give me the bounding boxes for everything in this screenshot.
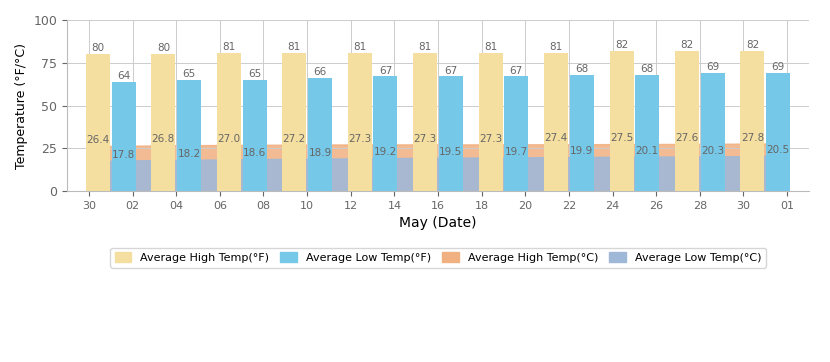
Text: 81: 81 <box>222 42 236 52</box>
Text: 27.2: 27.2 <box>283 134 306 144</box>
Bar <box>701 73 725 191</box>
Text: 65: 65 <box>248 69 261 79</box>
Bar <box>635 75 659 191</box>
Y-axis label: Temperature (°F/°C): Temperature (°F/°C) <box>15 43 28 169</box>
Text: 27.3: 27.3 <box>479 134 502 143</box>
Text: 27.4: 27.4 <box>544 133 568 143</box>
Text: 27.8: 27.8 <box>740 133 764 143</box>
Text: 19.9: 19.9 <box>570 146 593 156</box>
Text: 64: 64 <box>117 71 130 81</box>
Bar <box>544 52 568 191</box>
Text: 67: 67 <box>510 66 523 76</box>
Bar <box>609 51 633 191</box>
Bar <box>766 73 790 191</box>
Text: 26.4: 26.4 <box>86 135 110 145</box>
Text: 81: 81 <box>288 42 301 52</box>
Text: 20.5: 20.5 <box>767 145 789 155</box>
Text: 19.5: 19.5 <box>439 147 462 157</box>
Bar <box>505 76 529 191</box>
Legend: Average High Temp(°F), Average Low Temp(°F), Average High Temp(°C), Average Low : Average High Temp(°F), Average Low Temp(… <box>110 248 766 268</box>
Text: 81: 81 <box>484 42 497 52</box>
Text: 19.2: 19.2 <box>374 147 397 157</box>
Text: 27.6: 27.6 <box>676 133 699 143</box>
Text: 80: 80 <box>157 43 170 53</box>
Text: 82: 82 <box>681 40 694 50</box>
Text: 67: 67 <box>444 66 457 76</box>
Bar <box>86 54 110 191</box>
Bar <box>413 52 437 191</box>
Bar <box>177 80 201 191</box>
Text: 69: 69 <box>706 62 720 72</box>
Text: 27.3: 27.3 <box>348 134 371 143</box>
Text: 81: 81 <box>549 42 563 52</box>
Text: 27.5: 27.5 <box>610 133 633 143</box>
Bar <box>675 51 699 191</box>
Text: 81: 81 <box>418 42 432 52</box>
Text: 18.9: 18.9 <box>309 148 332 158</box>
Text: 18.6: 18.6 <box>243 148 266 159</box>
X-axis label: May (Date): May (Date) <box>399 216 476 230</box>
Bar <box>439 76 463 191</box>
Text: 68: 68 <box>575 64 588 74</box>
Text: 82: 82 <box>615 40 628 50</box>
Text: 68: 68 <box>641 64 654 74</box>
Bar <box>242 80 266 191</box>
Text: 82: 82 <box>746 40 759 50</box>
Bar <box>217 52 241 191</box>
Text: 17.8: 17.8 <box>112 150 135 160</box>
Text: 66: 66 <box>314 67 327 77</box>
Text: 26.8: 26.8 <box>152 134 175 144</box>
Bar <box>374 76 398 191</box>
Text: 65: 65 <box>183 69 196 79</box>
Text: 27.0: 27.0 <box>217 134 241 144</box>
Bar <box>740 51 764 191</box>
Text: 20.1: 20.1 <box>636 146 659 156</box>
Text: 69: 69 <box>772 62 785 72</box>
Bar <box>282 52 306 191</box>
Text: 81: 81 <box>353 42 366 52</box>
Text: 20.3: 20.3 <box>701 146 725 156</box>
Text: 67: 67 <box>378 66 392 76</box>
Text: 80: 80 <box>91 43 105 53</box>
Bar <box>112 81 135 191</box>
Text: 18.2: 18.2 <box>178 149 201 159</box>
Bar <box>151 54 175 191</box>
Bar <box>308 78 332 191</box>
Bar <box>479 52 503 191</box>
Bar <box>348 52 372 191</box>
Text: 19.7: 19.7 <box>505 147 528 156</box>
Text: 27.3: 27.3 <box>413 134 437 143</box>
Bar <box>570 75 593 191</box>
